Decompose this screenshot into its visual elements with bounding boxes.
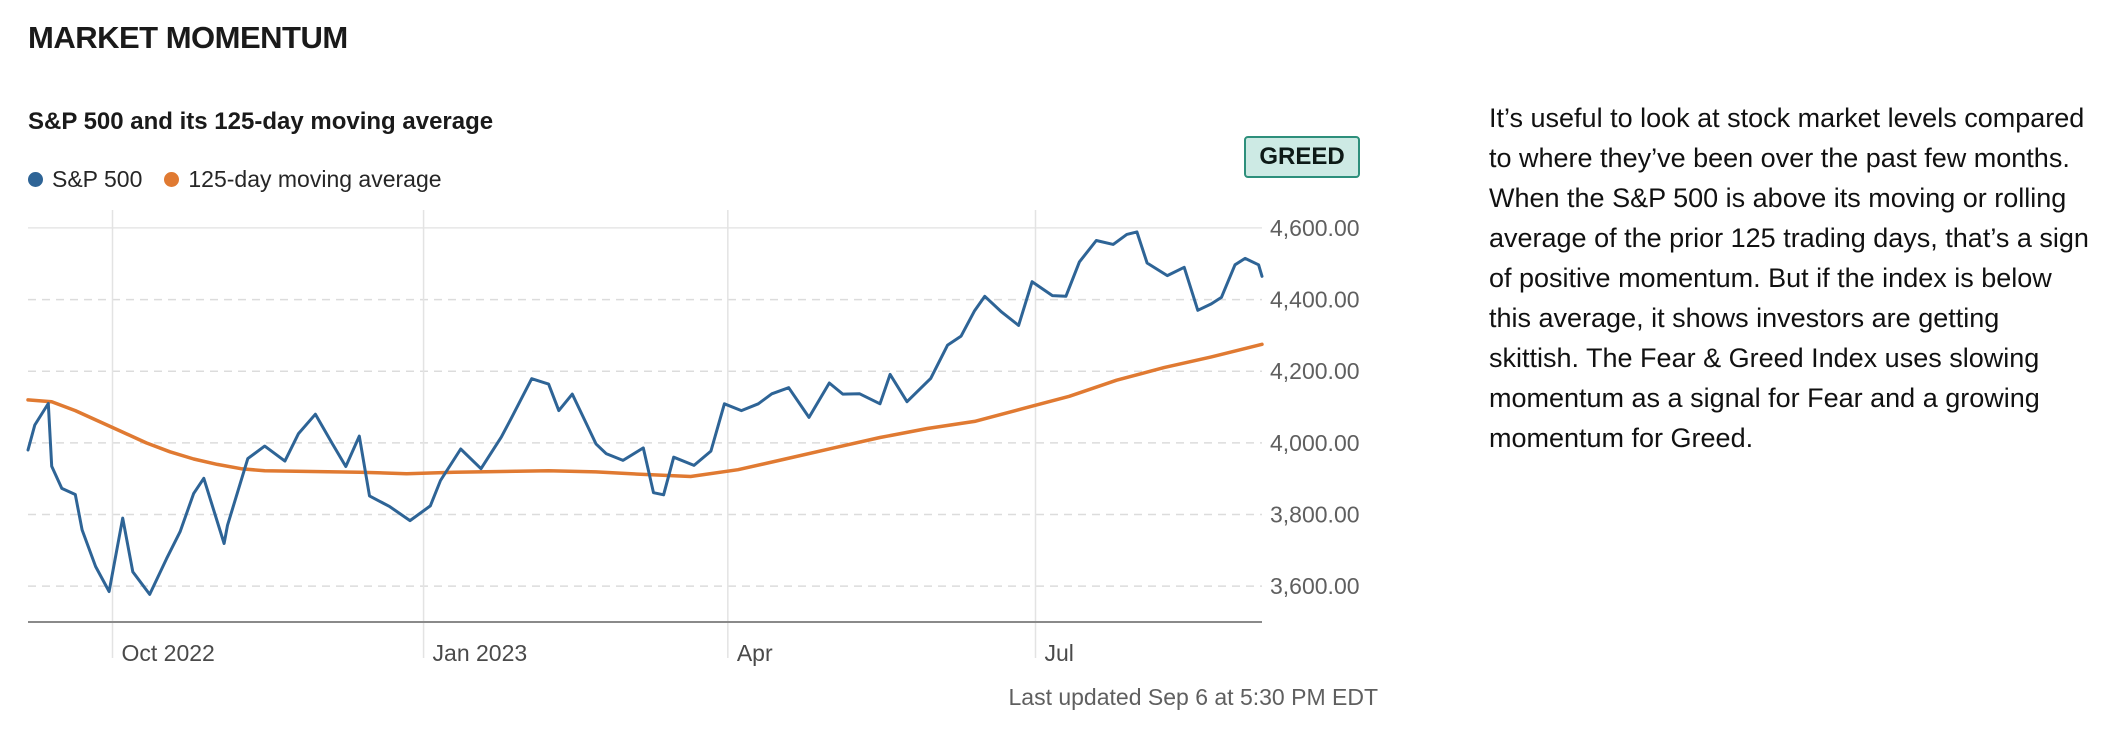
legend-item-sp500: S&P 500 <box>28 166 142 193</box>
x-tick-label: Jan 2023 <box>433 640 528 666</box>
legend-label-moving-average: 125-day moving average <box>188 166 442 192</box>
x-tick-label: Apr <box>737 640 773 666</box>
y-tick-label: 3,800.00 <box>1270 502 1360 528</box>
chart-legend: S&P 500 125-day moving average <box>28 166 464 193</box>
x-tick-label: Jul <box>1044 640 1073 666</box>
sentiment-badge: GREED <box>1244 136 1360 178</box>
y-tick-label: 3,600.00 <box>1270 573 1360 599</box>
y-tick-label: 4,400.00 <box>1270 287 1360 313</box>
description-text: It’s useful to look at stock market leve… <box>1489 103 2089 453</box>
section-title: MARKET MOMENTUM <box>28 20 348 55</box>
line-chart: 3,600.00 3,800.00 4,000.00 4,200.00 4,400.00… <box>26 210 1360 666</box>
chart-title: S&P 500 and its 125-day moving average <box>28 108 494 135</box>
series-line-sp500 <box>26 230 1264 596</box>
last-updated-text: Last updated Sep 6 at 5:30 PM EDT <box>1008 684 1378 710</box>
legend-dot-moving-average <box>164 172 180 187</box>
y-tick-label: 4,000.00 <box>1270 430 1360 456</box>
y-tick-label: 4,600.00 <box>1270 215 1360 241</box>
x-tick-label: Oct 2022 <box>122 640 215 666</box>
series-line-moving-average <box>26 342 1264 479</box>
legend-item-moving-average: 125-day moving average <box>164 166 442 193</box>
legend-dot-sp500 <box>28 172 43 187</box>
legend-label-sp500: S&P 500 <box>52 166 143 192</box>
y-tick-label: 4,200.00 <box>1270 358 1360 384</box>
